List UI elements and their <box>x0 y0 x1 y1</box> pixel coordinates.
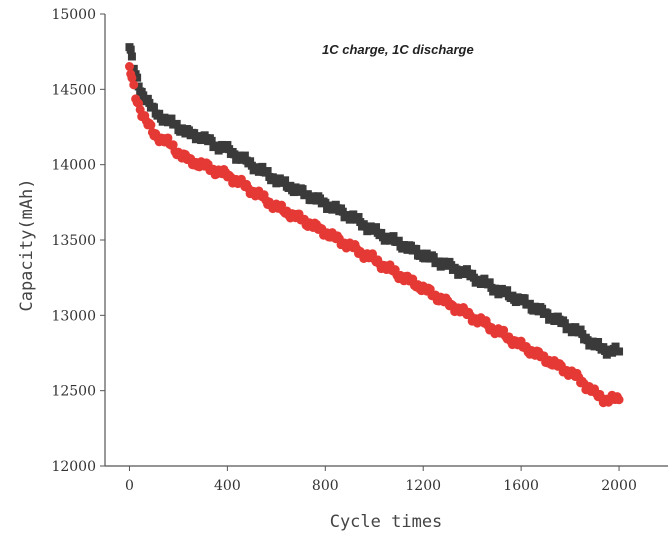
x-tick-label: 1600 <box>503 478 539 494</box>
y-tick-label: 12500 <box>51 384 96 400</box>
data-point <box>134 82 143 91</box>
data-point <box>494 290 503 299</box>
data-point <box>127 73 137 83</box>
data-point <box>286 181 295 190</box>
data-point <box>129 80 139 90</box>
series-layer <box>124 43 624 408</box>
y-tick-label: 14000 <box>51 158 96 174</box>
data-point <box>172 119 181 128</box>
data-point <box>126 45 135 54</box>
x-tick-label: 1200 <box>405 478 441 494</box>
data-point <box>614 395 624 405</box>
data-point <box>240 151 249 160</box>
x-tick-label: 800 <box>312 478 339 494</box>
data-point <box>321 198 330 207</box>
data-point <box>508 291 517 300</box>
data-point <box>207 136 216 145</box>
data-point <box>525 299 534 308</box>
data-point <box>263 167 272 176</box>
data-point <box>462 265 471 274</box>
data-point <box>146 120 156 130</box>
series-2 <box>124 62 624 408</box>
data-point <box>543 309 552 318</box>
data-point <box>354 213 363 222</box>
data-point <box>223 141 232 150</box>
data-point <box>389 232 398 241</box>
data-point <box>377 228 386 237</box>
y-axis-title: Capacity(mAh) <box>17 178 37 311</box>
data-point <box>429 253 438 262</box>
data-point <box>139 91 148 100</box>
data-point <box>190 129 199 138</box>
data-point <box>303 190 312 199</box>
data-point <box>503 286 512 295</box>
data-point <box>246 157 255 166</box>
data-point <box>434 257 443 266</box>
data-point <box>403 245 412 254</box>
data-point <box>127 52 136 61</box>
y-tick-label: 14500 <box>51 82 96 98</box>
y-tick-label: 13500 <box>51 233 96 249</box>
data-point <box>258 162 267 171</box>
y-tick-label: 13000 <box>51 308 96 324</box>
data-point <box>281 176 290 185</box>
data-point <box>594 338 603 347</box>
data-point <box>548 312 557 321</box>
data-point <box>372 223 381 232</box>
data-point <box>168 140 178 150</box>
data-point <box>412 244 421 253</box>
x-tick-label: 2000 <box>601 478 637 494</box>
chart-annotation: 1C charge, 1C discharge <box>322 42 474 57</box>
data-point <box>560 319 569 328</box>
data-point <box>149 103 158 112</box>
series-1 <box>125 43 624 359</box>
data-point <box>520 294 529 303</box>
y-tick-label: 12000 <box>51 459 96 475</box>
data-point <box>611 342 620 351</box>
ticks-layer: 12000 12500 13000 13500 14000 14500 15000 0 400 8… <box>51 7 636 494</box>
data-point <box>124 62 134 72</box>
data-point <box>480 274 489 283</box>
data-point <box>349 210 358 219</box>
data-point <box>615 347 624 356</box>
data-point <box>133 73 142 82</box>
data-point <box>485 278 494 287</box>
x-tick-label: 0 <box>125 478 134 494</box>
data-point <box>272 179 281 188</box>
data-point <box>602 350 611 359</box>
data-point <box>167 114 176 123</box>
y-tick-label: 15000 <box>51 7 96 23</box>
data-point <box>394 236 403 245</box>
data-point <box>129 64 138 73</box>
data-point <box>571 323 580 332</box>
x-axis-title: Cycle times <box>330 512 443 532</box>
data-point <box>576 325 585 334</box>
data-point <box>417 249 426 258</box>
data-point <box>155 109 164 118</box>
x-tick-label: 400 <box>214 478 241 494</box>
data-point <box>143 94 152 103</box>
data-point <box>298 185 307 194</box>
